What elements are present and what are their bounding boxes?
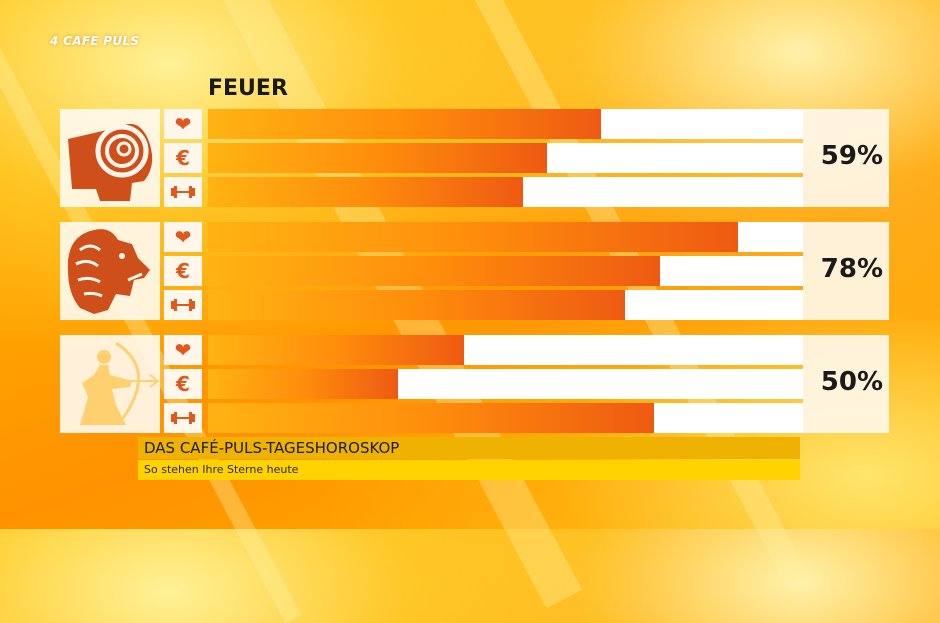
footer-title: DAS CAFÉ-PULS-TAGESHOROSKOP	[138, 437, 800, 459]
element-category-title: FEUER	[208, 76, 288, 101]
channel-logo: 4 CAFE PULS	[50, 34, 140, 48]
horoscope-row-aries: ❤ € 59%	[60, 109, 890, 207]
euro-icon: €	[164, 256, 202, 286]
overall-percentage: 50%	[820, 367, 883, 397]
love-bar-fill	[208, 335, 464, 365]
horoscope-row-leo: ❤ € 78%	[60, 222, 890, 320]
euro-icon: €	[164, 143, 202, 173]
money-bar	[208, 256, 803, 286]
love-bar	[208, 222, 803, 252]
heart-icon: ❤	[164, 109, 202, 139]
euro-icon: €	[164, 369, 202, 399]
aries-icon	[60, 109, 160, 207]
percentage-box: 50%	[803, 335, 889, 433]
sagittarius-icon	[60, 335, 160, 433]
leo-icon	[60, 222, 160, 320]
dumbbell-icon	[164, 177, 202, 207]
fitness-bar	[208, 290, 803, 320]
horoscope-row-sagittarius: ❤ € 50%	[60, 335, 890, 433]
heart-icon: ❤	[164, 335, 202, 365]
money-bar-fill	[208, 256, 661, 286]
percentage-box: 59%	[803, 109, 889, 207]
money-bar	[208, 143, 803, 173]
dumbbell-icon	[164, 403, 202, 433]
fitness-bar	[208, 403, 803, 433]
love-bar-fill	[208, 222, 738, 252]
percentage-box: 78%	[803, 222, 889, 320]
overall-percentage: 59%	[820, 141, 883, 171]
love-bar	[208, 335, 803, 365]
fitness-bar-fill	[208, 403, 655, 433]
money-bar-fill	[208, 369, 399, 399]
money-bar	[208, 369, 803, 399]
fitness-bar	[208, 177, 803, 207]
love-bar-fill	[208, 109, 601, 139]
love-bar	[208, 109, 803, 139]
money-bar-fill	[208, 143, 548, 173]
heart-icon: ❤	[164, 222, 202, 252]
overall-percentage: 78%	[820, 254, 883, 284]
footer-subtitle: So stehen Ihre Sterne heute	[138, 460, 800, 480]
fitness-bar-fill	[208, 290, 625, 320]
fitness-bar-fill	[208, 177, 524, 207]
dumbbell-icon	[164, 290, 202, 320]
